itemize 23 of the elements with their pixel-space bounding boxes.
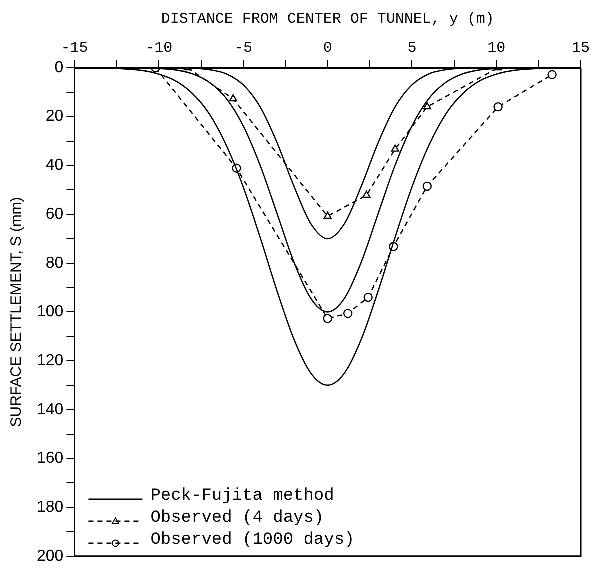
y-tick-label: 160	[36, 450, 64, 468]
legend-label: Observed (1000 days)	[150, 530, 355, 550]
legend-label: Peck-Fujita method	[150, 486, 334, 506]
y-tick-label: 180	[36, 498, 64, 516]
y-axis-title: SURFACE SETTLEMENT, S (mm)	[8, 197, 26, 428]
y-tick-label: 40	[46, 157, 64, 174]
y-tick-label: 140	[36, 401, 64, 418]
y-tick-label: 0	[54, 59, 64, 76]
y-tick-label: 80	[46, 254, 64, 272]
x-tick-label: -15	[61, 40, 88, 57]
x-tick-label: 15	[572, 40, 590, 57]
x-axis-title: DISTANCE FROM CENTER OF TUNNEL, y (m)	[161, 10, 494, 28]
x-tick-label: -5	[234, 40, 252, 57]
y-tick-label: 200	[36, 548, 64, 565]
y-tick-label: 60	[46, 206, 64, 223]
y-tick-label: 100	[36, 304, 64, 321]
x-tick-label: -10	[146, 40, 173, 57]
legend-label: Observed (4 days)	[150, 508, 324, 528]
y-tick-label: 20	[46, 108, 64, 126]
y-tick-label: 120	[36, 352, 64, 370]
x-tick-label: 0	[323, 40, 332, 57]
x-tick-label: 10	[488, 40, 506, 57]
x-tick-label: 5	[408, 40, 417, 57]
